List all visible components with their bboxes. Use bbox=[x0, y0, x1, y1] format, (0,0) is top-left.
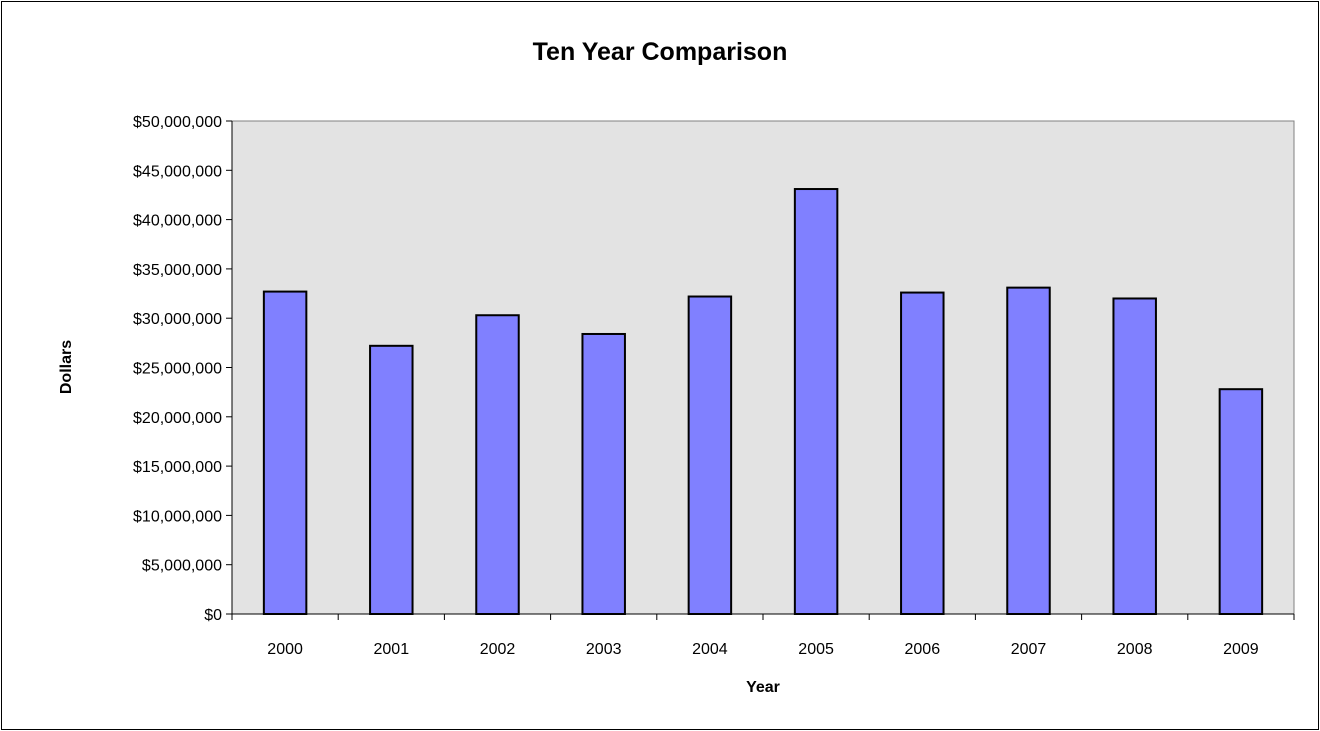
bar-2004 bbox=[687, 295, 733, 615]
x-tick-label: 2005 bbox=[798, 641, 834, 658]
bars-group bbox=[262, 188, 1264, 615]
x-tick-label: 2000 bbox=[267, 641, 303, 658]
y-tick-label: $40,000,000 bbox=[133, 213, 222, 230]
y-tick-label: $10,000,000 bbox=[133, 508, 222, 525]
bar-2006 bbox=[900, 291, 945, 615]
x-axis-title: Year bbox=[746, 679, 780, 696]
y-axis: $0 $5,000,000 $10,000,000 $15,000,000 $20,00… bbox=[133, 114, 233, 624]
y-tick-label: $30,000,000 bbox=[133, 311, 222, 328]
bar-2000 bbox=[262, 290, 308, 615]
x-tick-label: 2009 bbox=[1223, 641, 1259, 658]
bar-2007 bbox=[1006, 286, 1051, 615]
y-tick-label: $50,000,000 bbox=[133, 114, 222, 131]
y-tick-label: $35,000,000 bbox=[133, 262, 222, 279]
bar-2002 bbox=[475, 314, 520, 615]
bar-2001 bbox=[369, 344, 414, 615]
x-tick-label: 2004 bbox=[692, 641, 728, 658]
y-tick-label: $20,000,000 bbox=[133, 410, 222, 427]
bar-2008 bbox=[1112, 297, 1157, 615]
x-tick-label: 2008 bbox=[1117, 641, 1153, 658]
bar-2005 bbox=[793, 188, 839, 615]
bar-2003 bbox=[581, 332, 626, 615]
chart-title: Ten Year Comparison bbox=[533, 38, 788, 66]
y-tick-label: $15,000,000 bbox=[133, 459, 222, 476]
y-tick-label: $5,000,000 bbox=[142, 558, 222, 575]
x-axis: 2000 2001 2002 2003 2004 2005 2006 2007 2008 2009 bbox=[231, 613, 1295, 658]
x-tick-label: 2001 bbox=[374, 641, 410, 658]
x-tick-label: 2003 bbox=[586, 641, 622, 658]
y-tick-label: $25,000,000 bbox=[133, 361, 222, 378]
y-tick-label: $45,000,000 bbox=[133, 163, 222, 180]
y-tick-label: $0 bbox=[204, 607, 222, 624]
x-tick-label: 2006 bbox=[905, 641, 941, 658]
y-axis-title: Dollars bbox=[58, 340, 75, 394]
x-tick-label: 2007 bbox=[1011, 641, 1047, 658]
bar-2009 bbox=[1218, 388, 1264, 615]
x-tick-label: 2002 bbox=[480, 641, 516, 658]
